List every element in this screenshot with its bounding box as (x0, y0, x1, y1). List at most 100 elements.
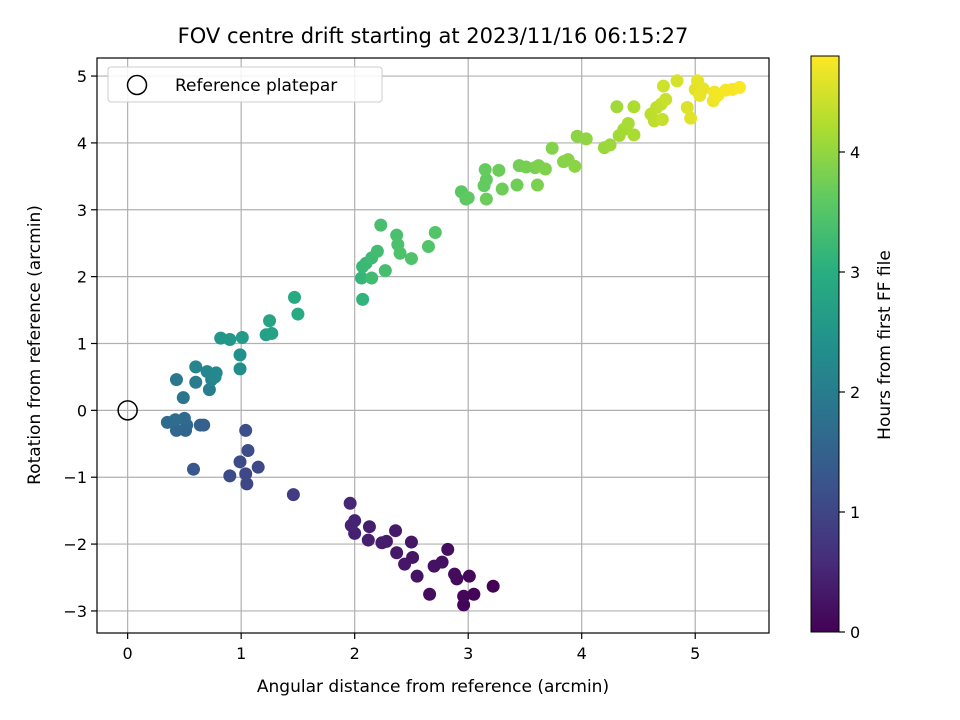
data-point (241, 443, 255, 457)
data-point (421, 240, 435, 254)
data-point (233, 455, 247, 469)
data-point (680, 100, 694, 114)
data-point (479, 192, 493, 206)
data-point (186, 462, 200, 476)
legend-label: Reference platepar (175, 76, 337, 96)
data-point (393, 246, 407, 260)
data-point (486, 579, 500, 593)
plot-frame (96, 57, 770, 634)
data-point (288, 290, 302, 304)
colorbar-gradient (810, 55, 840, 633)
x-axis-ticks: 0 1 2 3 4 5 (123, 633, 700, 663)
data-point (374, 218, 388, 232)
data-point (343, 496, 357, 510)
data-point (223, 332, 237, 346)
x-tick-label: 5 (690, 644, 700, 663)
data-point (202, 383, 216, 397)
data-point (684, 111, 698, 125)
data-point (362, 520, 376, 534)
colorbar-tick-label: 3 (850, 263, 860, 282)
data-point (233, 362, 247, 376)
chart-title: FOV centre drift starting at 2023/11/16 … (178, 24, 689, 48)
data-point (286, 488, 300, 502)
colorbar-ticks: 0 1 2 3 4 (839, 143, 860, 642)
data-point (404, 535, 418, 549)
data-point (427, 559, 441, 573)
y-tick-label: 1 (77, 334, 87, 353)
data-point (265, 326, 279, 340)
y-tick-label: 0 (77, 401, 87, 420)
x-tick-label: 4 (577, 644, 587, 663)
data-point (389, 524, 403, 538)
y-tick-label: 4 (77, 134, 87, 153)
data-point (390, 546, 404, 560)
data-point (169, 423, 183, 437)
data-point (457, 589, 471, 603)
data-point (479, 173, 493, 187)
data-point (361, 533, 375, 547)
data-point (223, 469, 237, 483)
x-tick-label: 3 (463, 644, 473, 663)
data-point (365, 271, 379, 285)
data-point (670, 74, 684, 88)
y-axis-label: Rotation from reference (arcmin) (25, 205, 45, 485)
data-point (354, 271, 368, 285)
data-point (428, 226, 442, 240)
legend-marker (126, 74, 148, 96)
data-point (495, 182, 509, 196)
x-tick-label: 2 (350, 644, 360, 663)
y-tick-label: 3 (77, 201, 87, 220)
data-point (545, 141, 559, 155)
data-point (240, 477, 254, 491)
data-point (404, 252, 418, 266)
x-tick-label: 1 (236, 644, 246, 663)
data-point (492, 163, 506, 177)
data-point (239, 423, 253, 437)
data-point (656, 79, 670, 93)
y-tick-label: −1 (63, 468, 87, 487)
grid-lines (97, 58, 769, 633)
data-point (441, 542, 455, 556)
colorbar-tick-label: 0 (850, 623, 860, 642)
data-point (659, 92, 673, 106)
data-point (378, 264, 392, 278)
data-point (579, 132, 593, 146)
data-point (461, 191, 475, 205)
data-point (627, 100, 641, 114)
data-point (627, 128, 641, 142)
data-point (251, 460, 265, 474)
data-point (193, 418, 207, 432)
data-point (189, 360, 203, 374)
data-point (655, 113, 669, 127)
data-point (356, 292, 370, 306)
data-point (530, 178, 544, 192)
y-tick-label: 5 (77, 67, 87, 86)
legend-box (107, 66, 383, 103)
data-point (696, 82, 710, 96)
data-point (263, 314, 277, 328)
data-point (410, 569, 424, 583)
data-point (370, 244, 384, 258)
data-point (176, 391, 190, 405)
colorbar-tick-label: 4 (850, 143, 860, 162)
data-points (160, 74, 746, 612)
colorbar-tick-label: 2 (850, 383, 860, 402)
data-point (610, 100, 624, 114)
colorbar-label: Hours from first FF file (875, 250, 895, 440)
y-axis-ticks: −3 −2 −1 0 1 2 3 4 5 (63, 67, 97, 621)
x-tick-label: 0 (123, 644, 133, 663)
reference-platepar-marker (117, 400, 138, 421)
data-point (621, 117, 635, 131)
colorbar: 0 1 2 3 4 Hours from first FF file (810, 55, 895, 642)
colorbar-tick-label: 1 (850, 503, 860, 522)
data-point (375, 536, 389, 550)
data-point (568, 159, 582, 173)
y-tick-label: −3 (63, 602, 87, 621)
data-point (462, 569, 476, 583)
y-tick-label: −2 (63, 535, 87, 554)
data-point (732, 80, 746, 94)
x-axis-label: Angular distance from reference (arcmin) (257, 677, 609, 697)
data-point (423, 587, 437, 601)
data-point (168, 413, 182, 427)
